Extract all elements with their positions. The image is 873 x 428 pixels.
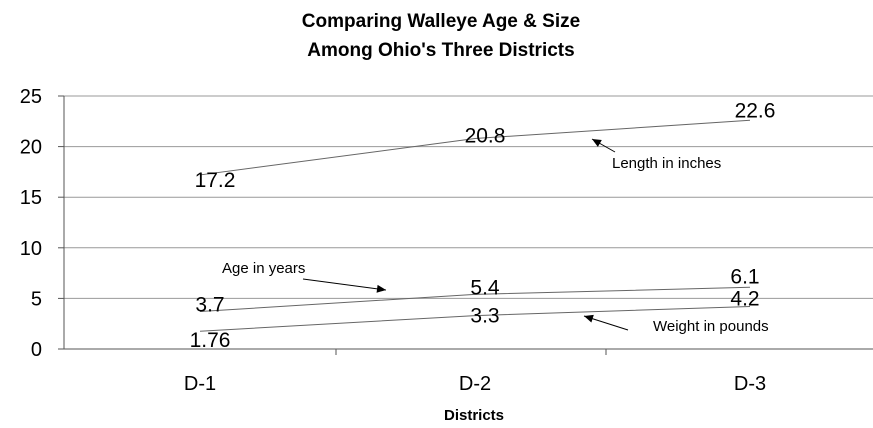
x-tick-label-D-2: D-2 bbox=[459, 373, 491, 395]
series-lines bbox=[199, 119, 751, 332]
y-tick-label-10: 10 bbox=[20, 238, 42, 260]
chart-title-line-2: Among Ohio's Three Districts bbox=[307, 40, 574, 61]
data-label-s2-p1: 3.3 bbox=[470, 305, 499, 328]
annotation-arrow-head-0 bbox=[592, 139, 602, 147]
annotation-arrow-head-1 bbox=[376, 284, 386, 293]
y-tick-label-25: 25 bbox=[20, 86, 42, 108]
annotation-arrow-line-1 bbox=[302, 278, 387, 291]
data-label-s1-p1: 5.4 bbox=[470, 276, 500, 299]
data-label-s0-p1: 20.8 bbox=[465, 125, 506, 148]
series-annotations: Length in inches Age in years Weight in po… bbox=[222, 138, 769, 335]
x-tick-label-D-1: D-1 bbox=[184, 373, 216, 395]
gridlines bbox=[64, 95, 873, 299]
data-label-s1-p2: 6.1 bbox=[730, 265, 759, 288]
y-tick-label-20: 20 bbox=[20, 137, 42, 159]
data-label-s0-p0: 17.2 bbox=[195, 169, 236, 192]
data-label-s2-p0: 1.76 bbox=[190, 329, 231, 352]
chart-title-line-1: Comparing Walleye Age & Size bbox=[302, 11, 580, 32]
series-annotation-label-0: Length in inches bbox=[612, 155, 721, 172]
x-axis-label: Districts bbox=[444, 407, 504, 424]
x-tick-label-D-3: D-3 bbox=[734, 373, 766, 395]
series-line-2 bbox=[199, 305, 751, 332]
series-line-0 bbox=[199, 119, 751, 176]
axes: 0 5 10 15 20 25 D-1 D-2 D-3 bbox=[20, 86, 873, 395]
y-tick-label-5: 5 bbox=[31, 288, 42, 310]
y-tick-label-0: 0 bbox=[31, 339, 42, 361]
series-line-1 bbox=[199, 286, 751, 313]
data-labels: 17.2 20.8 22.6 3.7 5.4 6.1 1.76 3.3 4.2 bbox=[190, 99, 776, 352]
y-tick-label-15: 15 bbox=[20, 187, 42, 209]
annotation-arrow-head-2 bbox=[584, 314, 594, 323]
data-label-s2-p2: 4.2 bbox=[730, 287, 759, 310]
data-label-s0-p2: 22.6 bbox=[735, 99, 776, 122]
data-label-s1-p0: 3.7 bbox=[195, 294, 224, 317]
series-annotation-label-1: Age in years bbox=[222, 260, 305, 277]
series-annotation-label-2: Weight in pounds bbox=[653, 318, 769, 335]
